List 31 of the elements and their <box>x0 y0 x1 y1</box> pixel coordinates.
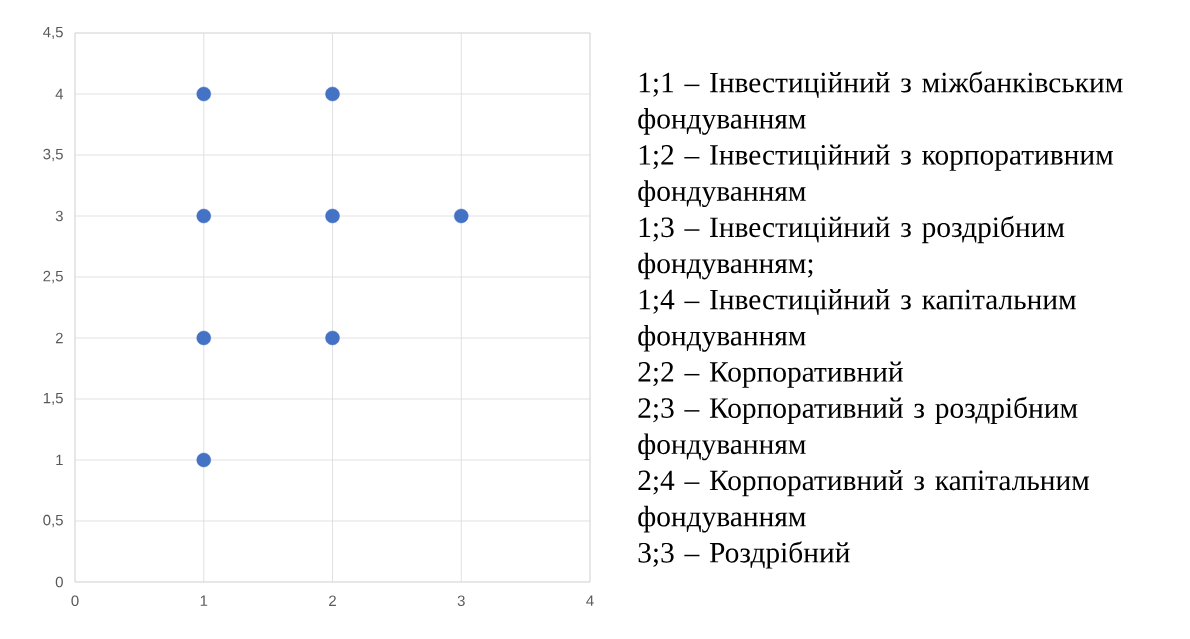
y-tick-label: 0 <box>55 576 63 588</box>
text: 1;3 – Інвестиційний з роздрібним фондуванням; <box>638 215 1065 280</box>
text: 1;4 – Інвестиційний з капітальним фондуванням <box>638 289 1076 352</box>
text: 1;2 – Інвестиційний з корпоративним фондуванням <box>638 144 1114 208</box>
point <box>325 330 340 346</box>
point <box>325 208 340 224</box>
text: 3;3 – Роздрібний <box>638 541 850 569</box>
point <box>196 330 211 346</box>
x-tick-label: 0 <box>71 595 79 607</box>
point <box>196 86 211 102</box>
y-tick-label: 1,5 <box>43 392 63 406</box>
y-tick-label: 3,5 <box>43 148 63 162</box>
text: 2;4 – Корпоративний з капітальним фондуванням <box>638 469 1090 533</box>
point <box>196 208 211 224</box>
y-tick-label: 0,5 <box>43 514 63 528</box>
x-tick-label: 4 <box>586 595 594 606</box>
y-tick-label: 4,5 <box>43 26 63 40</box>
y-tick-label: 1 <box>56 454 63 466</box>
x-tick-label: 1 <box>200 595 208 606</box>
text: 1;1 – Інвестиційний з міжбанківським фондуванням <box>638 71 1123 135</box>
point <box>325 86 340 102</box>
point <box>454 208 469 224</box>
x-tick-label: 3 <box>457 595 465 607</box>
text: 2;2 – Корпоративний <box>638 361 903 388</box>
y-tick-label: 3 <box>55 210 63 222</box>
y-tick-label: 4 <box>55 88 64 100</box>
y-tick-label: 2,5 <box>43 270 63 284</box>
x-tick-label: 2 <box>329 595 336 606</box>
point <box>196 452 211 468</box>
y-tick-label: 2 <box>55 332 63 344</box>
text: 2;3 – Корпоративний з роздрібним фондуванням <box>638 396 1078 461</box>
